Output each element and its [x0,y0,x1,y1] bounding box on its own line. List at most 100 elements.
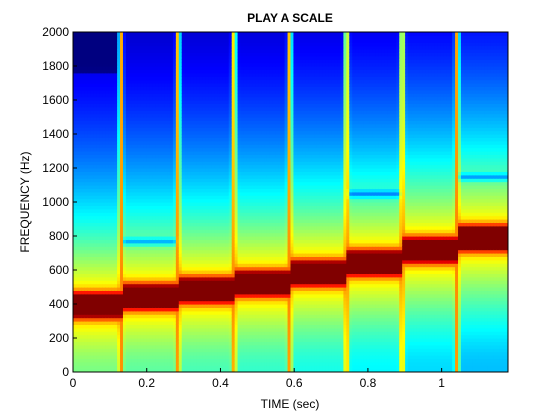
heatmap-cell [122,270,127,274]
heatmap-cell [131,324,136,329]
heatmap-cell [84,355,89,359]
heatmap-cell [199,202,203,206]
heatmap-cell [152,45,156,50]
heatmap-cell [208,225,212,230]
heatmap-cell [158,188,162,193]
heatmap-cell [108,171,112,176]
heatmap-cell [120,293,124,298]
heatmap-cell [208,140,212,145]
heatmap-cell [122,110,127,115]
heatmap-cell [78,147,83,152]
heatmap-cell [81,256,86,261]
heatmap-cell [122,161,127,166]
heatmap-cell [114,266,118,271]
heatmap-cell [184,100,189,104]
heatmap-cell [140,208,145,213]
heatmap-cell [87,171,92,176]
heatmap-cell [81,157,86,162]
heatmap-cell [187,38,192,43]
heatmap-cell [193,134,198,138]
heatmap-cell [108,338,112,342]
heatmap-cell [122,62,127,67]
heatmap-cell [184,168,189,172]
heatmap-cell [102,32,106,36]
heatmap-cell [90,151,95,155]
heatmap-cell [214,327,218,332]
heatmap-cell [143,195,148,200]
heatmap-cell [73,290,77,295]
heatmap-cell [178,283,183,288]
heatmap-cell [111,62,115,67]
heatmap-cell [125,103,130,108]
heatmap-cell [196,62,200,67]
heatmap-cell [125,202,130,206]
heatmap-cell [175,45,180,50]
heatmap-cell [122,188,127,193]
heatmap-cell [137,127,142,132]
heatmap-cell [164,106,168,111]
heatmap-cell [105,106,109,111]
heatmap-cell [149,355,153,359]
heatmap-cell [169,351,174,356]
heatmap-cell [75,52,80,57]
heatmap-cell [152,263,156,268]
heatmap-cell [211,83,215,87]
heatmap-cell [155,161,159,166]
heatmap-cell [146,178,151,183]
heatmap-cell [175,35,180,40]
heatmap-cell [84,198,89,203]
heatmap-cell [90,110,95,115]
heatmap-cell [181,327,186,332]
heatmap-cell [120,140,124,145]
heatmap-cell [125,283,130,288]
heatmap-cell [111,171,115,176]
heatmap-cell [122,106,127,111]
heatmap-cell [75,310,80,315]
heatmap-cell [131,144,136,149]
heatmap-cell [78,110,83,115]
heatmap-cell [96,42,101,47]
heatmap-cell [140,300,145,305]
heatmap-cell [190,66,195,70]
heatmap-cell [73,246,77,251]
heatmap-cell [87,62,92,67]
heatmap-cell [117,127,121,132]
heatmap-cell [178,256,183,261]
heatmap-cell [217,178,221,183]
heatmap-cell [208,137,212,142]
heatmap-cell [122,174,127,179]
heatmap-cell [184,120,189,125]
heatmap-cell [208,212,212,217]
heatmap-cell [169,86,174,91]
heatmap-cell [184,222,189,227]
heatmap-cell [120,89,124,94]
heatmap-cell [175,89,180,94]
heatmap-cell [146,38,151,43]
heatmap-cell [196,365,200,370]
heatmap-cell [128,130,133,135]
heatmap-cell [84,96,89,101]
heatmap-cell [184,198,189,203]
heatmap-cell [199,130,203,135]
heatmap-cell [187,215,192,220]
heatmap-cell [181,355,186,359]
heatmap-cell [96,93,101,98]
heatmap-cell [93,123,98,128]
heatmap-cell [90,368,95,372]
heatmap-cell [217,117,221,121]
heatmap-cell [178,185,183,189]
heatmap-cell [125,307,130,312]
heatmap-cell [114,246,118,251]
heatmap-cell [146,100,151,104]
heatmap-cell [90,317,95,322]
heatmap-cell [152,205,156,210]
heatmap-cell [117,205,121,210]
heatmap-cell [184,229,189,234]
heatmap-cell [217,93,221,98]
heatmap-cell [78,66,83,70]
heatmap-cell [117,140,121,145]
heatmap-cell [181,103,186,108]
heatmap-cell [152,151,156,155]
heatmap-cell [172,52,177,57]
heatmap-cell [122,103,127,108]
